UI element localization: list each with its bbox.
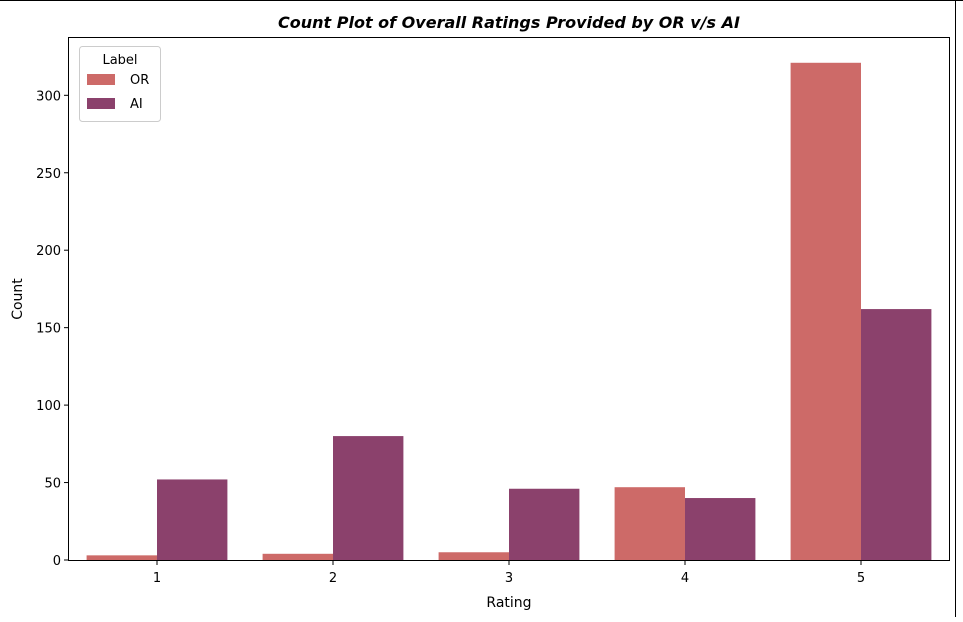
y-tick-label: 300 (36, 89, 61, 104)
legend-swatch-ai (87, 98, 115, 109)
bar-or-rating-1 (86, 555, 157, 560)
chart-title: Count Plot of Overall Ratings Provided b… (278, 13, 740, 32)
y-tick-label: 150 (36, 322, 61, 337)
bar-or-rating-4 (614, 487, 685, 560)
legend-label-ai: AI (130, 97, 143, 112)
bar-or-rating-2 (262, 553, 333, 560)
x-tick-label: 1 (153, 571, 161, 586)
legend-label-or: OR (130, 73, 149, 88)
x-tick-label: 2 (329, 571, 337, 586)
x-tick-label: 3 (505, 571, 513, 586)
y-tick-label: 50 (44, 477, 61, 492)
plot-frame (68, 37, 950, 561)
bar-ai-rating-3 (509, 488, 580, 560)
legend-swatch-or (87, 74, 115, 85)
bar-ai-rating-5 (861, 309, 932, 560)
x-axis-label: Rating (486, 595, 531, 611)
y-tick-label: 100 (36, 399, 61, 414)
y-tick-label: 200 (36, 244, 61, 259)
legend: Label OR AI (79, 46, 161, 122)
bar-ai-rating-4 (685, 498, 756, 560)
y-axis-label: Count (10, 278, 26, 320)
x-tick-label: 4 (681, 571, 689, 586)
bar-ai-rating-2 (333, 436, 404, 560)
bar-ai-rating-1 (157, 479, 228, 560)
bar-or-rating-5 (790, 62, 861, 560)
bars-group (86, 62, 932, 560)
y-tick-label: 0 (53, 554, 61, 569)
x-tick-label: 5 (857, 571, 865, 586)
legend-title: Label (102, 53, 137, 68)
y-tick-label: 250 (36, 167, 61, 182)
y-axis: 0 50 100 150 200 250 300 (36, 89, 69, 569)
bar-or-rating-3 (438, 552, 509, 560)
